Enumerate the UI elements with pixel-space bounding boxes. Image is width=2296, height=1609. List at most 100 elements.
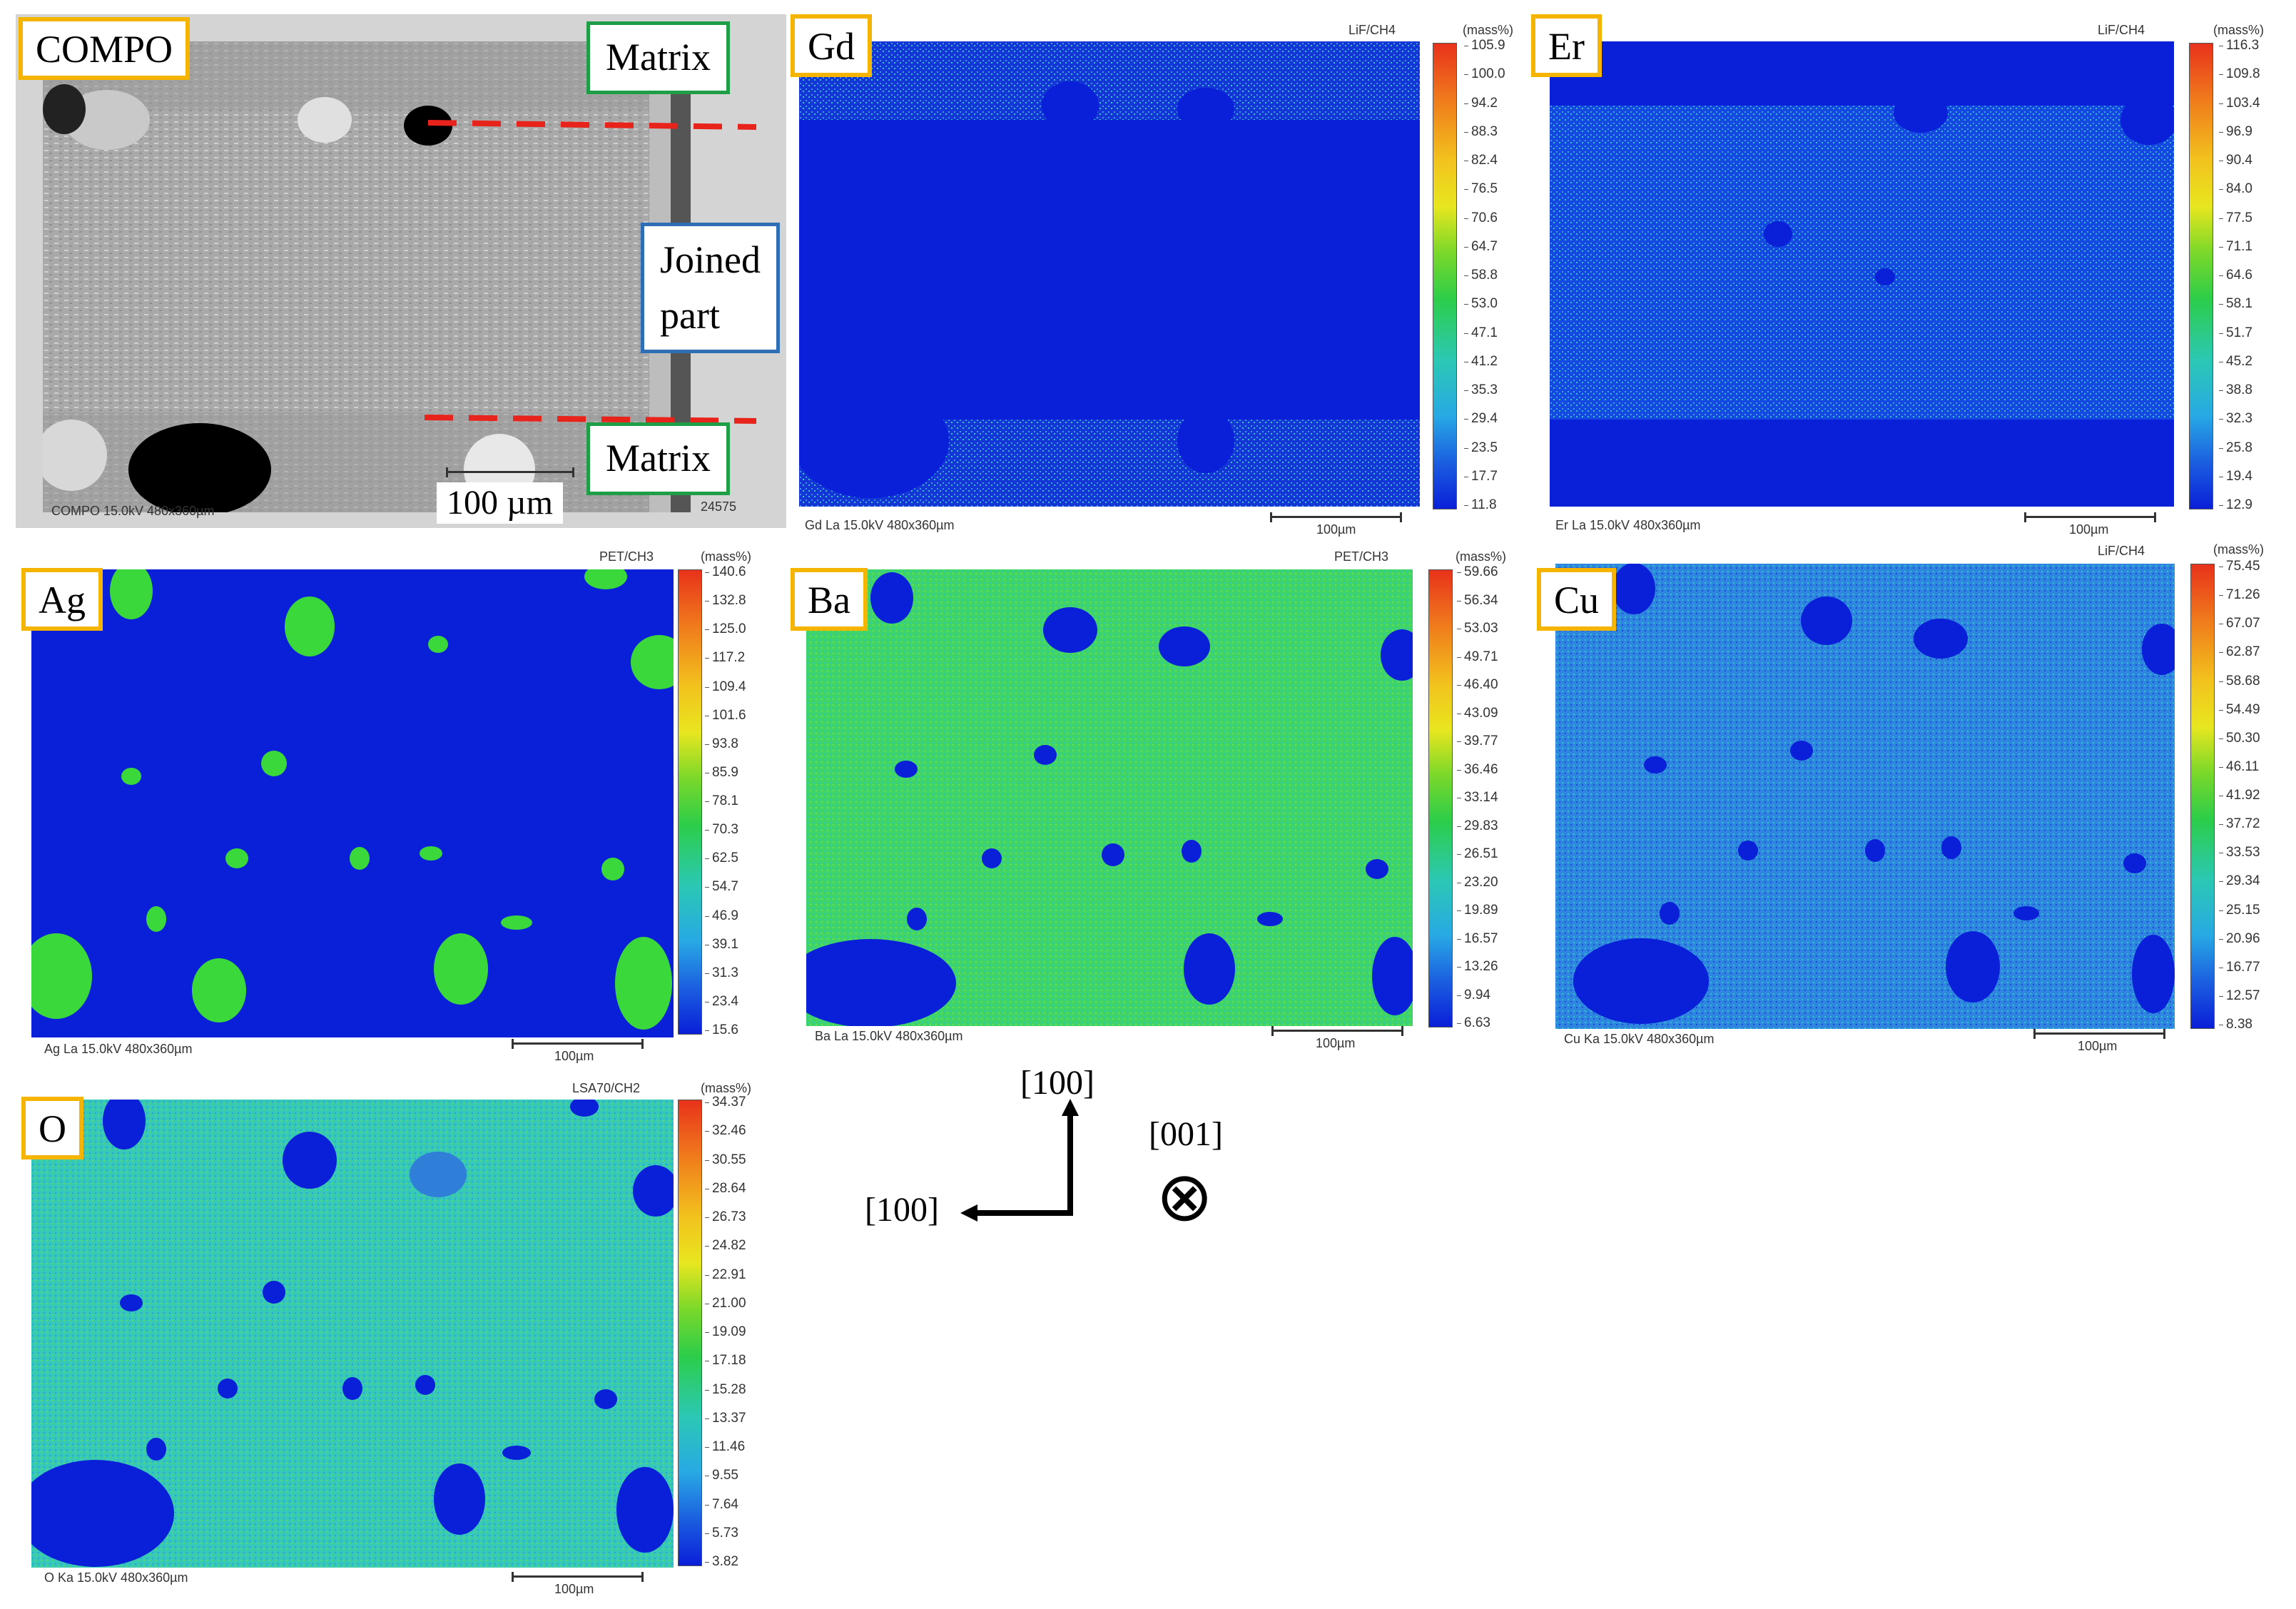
er-crystal: LiF/CH4 [2098, 23, 2145, 37]
colorbar-tick-label: 3.82 [705, 1554, 738, 1569]
colorbar-tick-label: 53.0 [1464, 296, 1498, 312]
colorbar-tick-label: 76.5 [1464, 181, 1498, 197]
colorbar-tick-label: 64.6 [2219, 268, 2252, 283]
colorbar-tick-label: 58.1 [2219, 296, 2252, 312]
matrix-bottom-callout: Matrix [586, 422, 730, 495]
matrix-top-callout: Matrix [586, 21, 730, 94]
colorbar-tick-label: 64.7 [1464, 238, 1498, 254]
colorbar-tick-label: 70.6 [1464, 210, 1498, 225]
ba-crystal: PET/CH3 [1334, 549, 1389, 564]
colorbar-tick-label: 58.68 [2219, 673, 2260, 689]
ba-colorbar [1428, 569, 1453, 1027]
colorbar-tick-label: 13.26 [1457, 959, 1498, 974]
ba-map [806, 569, 1413, 1026]
colorbar-tick-label: 15.28 [705, 1381, 746, 1397]
colorbar-tick-label: 58.8 [1464, 268, 1498, 283]
cu-unit: (mass%) [2213, 542, 2264, 557]
er-unit: (mass%) [2213, 23, 2264, 37]
compo-image [43, 41, 691, 512]
compo-panel: COMPO COMPO 15.0kV 480x360µm 100 µm 2457… [16, 14, 786, 528]
colorbar-tick-label: 13.37 [705, 1410, 746, 1426]
colorbar-tick-label: 19.4 [2219, 468, 2252, 484]
colorbar-tick-label: 34.37 [705, 1095, 746, 1110]
colorbar-tick-label: 46.40 [1457, 677, 1498, 692]
colorbar-tick-label: 17.18 [705, 1353, 746, 1369]
ba-scale-bar [1271, 1026, 1403, 1036]
colorbar-tick-label: 70.3 [705, 822, 738, 838]
o-info-text: O Ka 15.0kV 480x360µm [44, 1570, 188, 1585]
gd-colorbar [1433, 43, 1457, 509]
colorbar-tick-label: 17.7 [1464, 468, 1498, 484]
colorbar-tick-label: 71.26 [2219, 587, 2260, 603]
colorbar-tick-label: 56.34 [1457, 592, 1498, 608]
ba-ticks: 59.66 56.34 53.03 49.71 46.40 43.09 39.77 36.46… [1457, 564, 1521, 1030]
colorbar-tick-label: 23.20 [1457, 874, 1498, 890]
ag-map [31, 569, 674, 1037]
ag-panel: Ag PET/CH3 (mass%) 140.6 132.8 125.0 117.2 1… [16, 549, 758, 1070]
cu-panel: Cu LiF/CH4 (mass%) 75.45 71.26 67.07 62.87 5… [1527, 542, 2290, 1056]
gd-unit: (mass%) [1463, 23, 1513, 37]
compo-scale-bar [446, 467, 574, 477]
colorbar-tick-label: 125.0 [705, 621, 746, 637]
colorbar-tick-label: 67.07 [2219, 616, 2260, 631]
colorbar-tick-label: 11.8 [1464, 497, 1497, 512]
colorbar-tick-label: 5.73 [705, 1525, 738, 1541]
colorbar-tick-label: 9.55 [705, 1468, 738, 1483]
ba-label: Ba [791, 568, 868, 631]
ag-ticks: 140.6 132.8 125.0 117.2 109.4 101.6 93.8 85.9 78… [704, 564, 769, 1037]
er-ticks: 116.3 109.8 103.4 96.9 90.4 84.0 77.5 71.1 64.6 5… [2218, 38, 2283, 512]
colorbar-tick-label: 19.09 [705, 1324, 746, 1339]
colorbar-tick-label: 46.11 [2218, 758, 2260, 774]
er-map [1550, 41, 2174, 507]
er-label: Er [1531, 14, 1602, 77]
colorbar-tick-label: 32.46 [705, 1123, 746, 1139]
gd-info-text: Gd La 15.0kV 480x360µm [805, 518, 955, 532]
compo-label: COMPO [19, 17, 191, 80]
joined-part-callout: Joined part [641, 223, 780, 353]
ba-panel: Ba PET/CH3 (mass%) 59.66 56.34 53.03 49.71 4… [785, 549, 1527, 1050]
o-ticks: 34.37 32.46 30.55 28.64 26.73 24.82 22.91 21.00… [704, 1095, 769, 1569]
colorbar-tick-label: 8.38 [2219, 1017, 2252, 1032]
colorbar-tick-label: 32.3 [2219, 411, 2252, 427]
er-scale-label: 100µm [2069, 522, 2109, 537]
colorbar-tick-label: 24.82 [705, 1238, 746, 1254]
gd-ticks: 105.9 100.0 94.2 88.3 82.4 76.5 70.6 64.7 58.8 53… [1464, 38, 1528, 512]
colorbar-tick-label: 54.7 [705, 879, 738, 895]
o-colorbar [678, 1100, 702, 1566]
colorbar-tick-label: 51.7 [2219, 325, 2252, 340]
compo-boundary-lines [424, 120, 757, 424]
cu-colorbar [2190, 564, 2215, 1029]
colorbar-tick-label: 84.0 [2219, 181, 2252, 197]
colorbar-tick-label: 33.14 [1457, 790, 1498, 805]
colorbar-tick-label: 35.3 [1464, 382, 1498, 397]
cu-crystal: LiF/CH4 [2098, 544, 2145, 558]
gd-crystal: LiF/CH4 [1348, 23, 1396, 37]
colorbar-tick-label: 6.63 [1457, 1015, 1490, 1030]
colorbar-tick-label: 12.57 [2219, 988, 2260, 1003]
orientation-up-label: [100] [1020, 1064, 1094, 1102]
ba-scale-label: 100µm [1316, 1036, 1356, 1050]
o-scale-label: 100µm [554, 1582, 594, 1596]
colorbar-tick-label: 93.8 [705, 736, 738, 751]
gd-label: Gd [791, 14, 872, 77]
ag-label: Ag [21, 568, 103, 631]
cu-label: Cu [1537, 568, 1617, 631]
compo-scale-label: 100 µm [437, 482, 563, 524]
colorbar-tick-label: 38.8 [2219, 382, 2252, 397]
colorbar-tick-label: 11.46 [704, 1439, 746, 1454]
er-scale-bar [2024, 512, 2156, 522]
colorbar-tick-label: 16.57 [1457, 930, 1498, 946]
o-scale-bar [512, 1572, 644, 1582]
colorbar-tick-label: 45.2 [2219, 353, 2252, 369]
gd-scale-label: 100µm [1316, 522, 1356, 537]
colorbar-tick-label: 43.09 [1457, 705, 1498, 721]
colorbar-tick-label: 29.4 [1464, 411, 1498, 427]
colorbar-tick-label: 53.03 [1457, 621, 1498, 636]
orientation-left-label: [100] [865, 1191, 939, 1229]
colorbar-tick-label: 26.51 [1457, 846, 1498, 861]
colorbar-tick-label: 116.3 [2218, 38, 2260, 53]
colorbar-tick-label: 29.34 [2219, 873, 2260, 889]
o-crystal: LSA70/CH2 [572, 1081, 641, 1095]
cu-map [1555, 564, 2175, 1029]
colorbar-tick-label: 88.3 [1464, 123, 1498, 139]
